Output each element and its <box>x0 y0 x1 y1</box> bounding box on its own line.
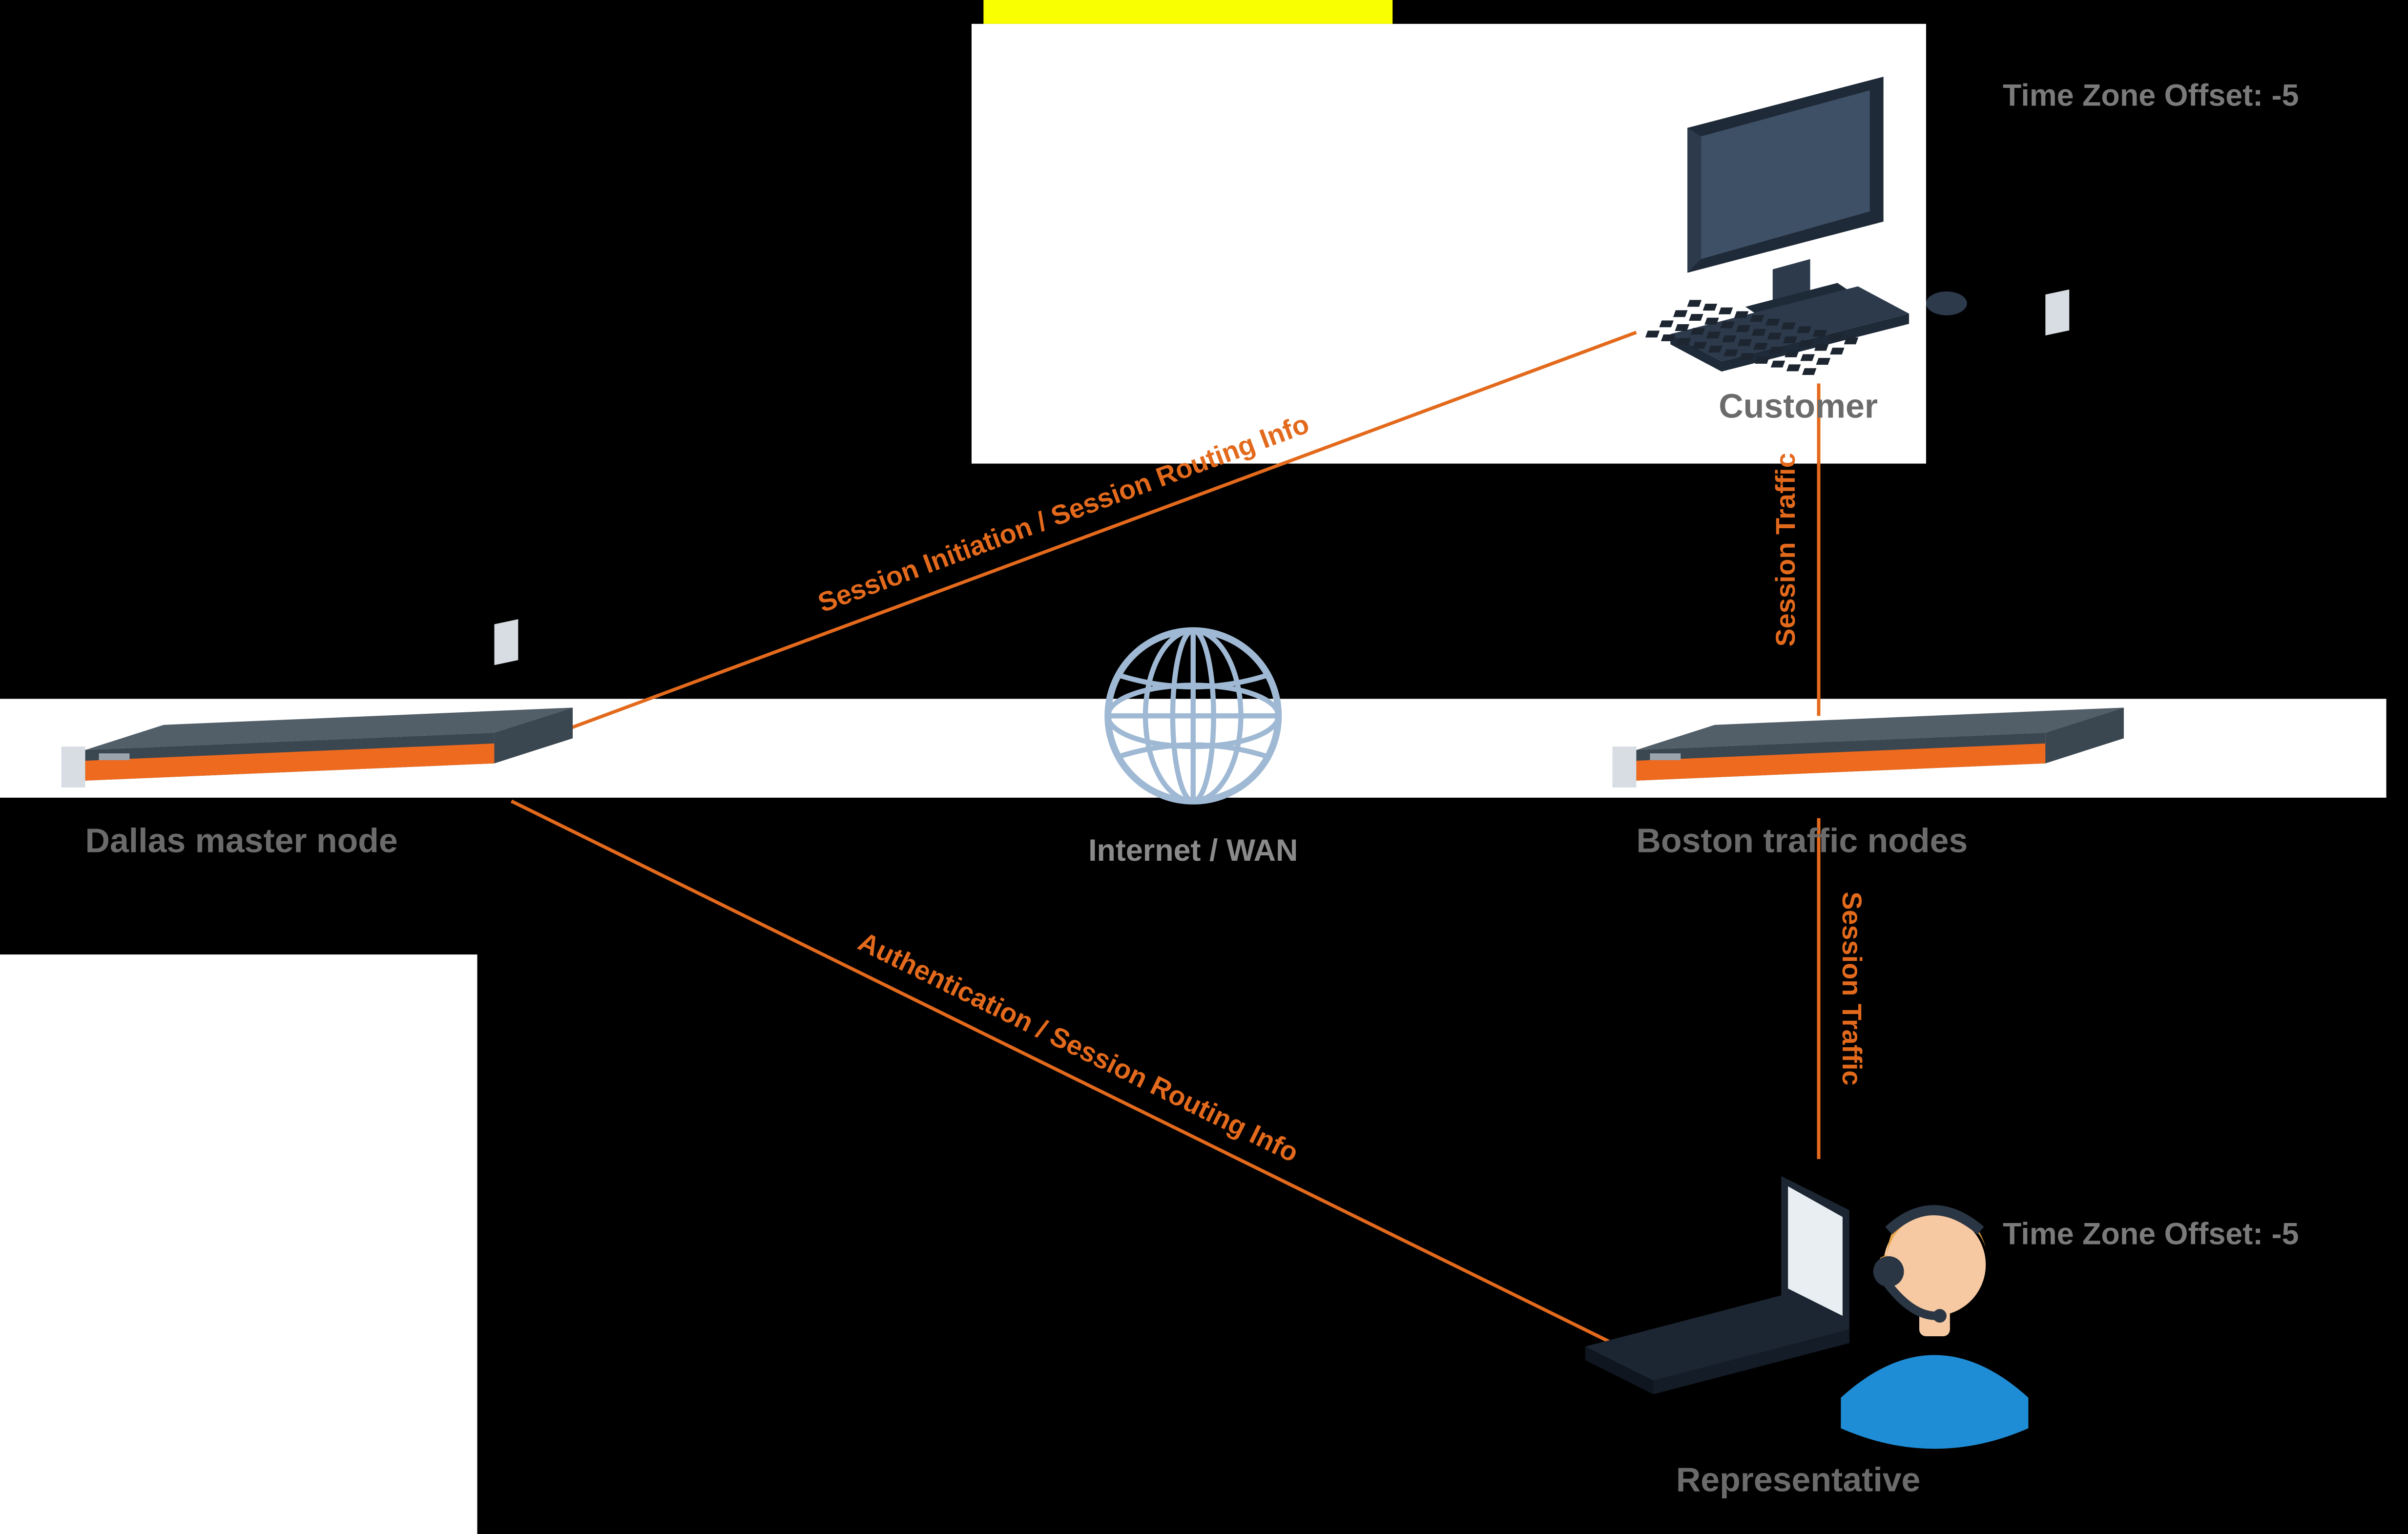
representative-icon <box>1585 1176 2029 1449</box>
dallas-label: Dallas master node <box>85 822 398 860</box>
boston-label: Boston traffic nodes <box>1636 822 1968 860</box>
customer-label: Customer <box>1719 387 1878 425</box>
conn-boston-rep: Session Traffic <box>1819 818 1868 1159</box>
left-white-block <box>0 954 477 1534</box>
timezone-offset-bottom: Time Zone Offset: -5 <box>2003 1217 2299 1253</box>
wan-label: Internet / WAN <box>1088 833 1298 868</box>
timezone-offset-top: Time Zone Offset: -5 <box>2003 79 2299 114</box>
conn-boston-customer-label: Session Traffic <box>1770 453 1801 646</box>
conn-boston-rep-label: Session Traffic <box>1837 891 1868 1085</box>
conn-dallas-rep-label: Authentication / Session Routing Info <box>853 926 1303 1168</box>
conn-dallas-rep: Authentication / Session Routing Info <box>511 801 1619 1347</box>
diagram-canvas: Session Initiation / Session Routing Inf… <box>0 0 2387 1534</box>
representative-label: Representative <box>1676 1461 1921 1499</box>
